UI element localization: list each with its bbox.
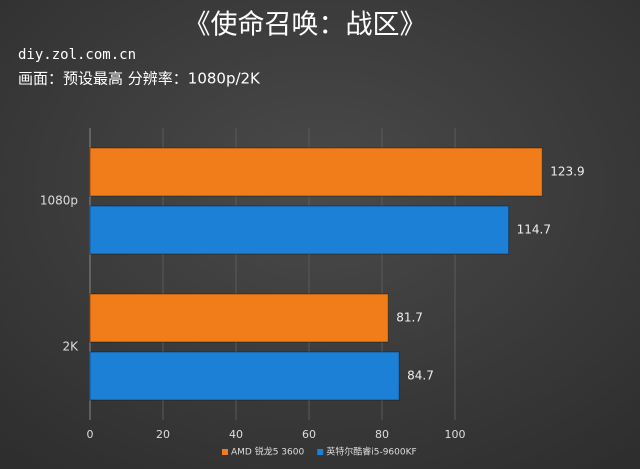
- value-label: 84.7: [407, 369, 434, 383]
- legend-label: AMD 锐龙5 3600: [231, 446, 304, 458]
- y-tick-label: 1080p: [40, 194, 78, 208]
- x-tick-label: 20: [156, 428, 170, 441]
- value-label: 123.9: [550, 165, 584, 179]
- bar: [89, 293, 389, 343]
- legend-swatch: [317, 449, 324, 455]
- x-tick-label: 100: [445, 428, 466, 441]
- x-tick-label: 80: [375, 428, 389, 441]
- chart-title: 《使命召唤：战区》: [184, 10, 427, 41]
- subtitle: diy.zol.com.cn: [18, 47, 136, 63]
- legend-label: 英特尔酷睿i5-9600KF: [326, 446, 416, 458]
- legend-swatch: [222, 449, 228, 455]
- x-tick-label: 40: [229, 428, 243, 441]
- x-tick-label: 60: [302, 428, 316, 441]
- value-label: 81.7: [396, 311, 423, 325]
- y-tick-label: 2K: [62, 340, 79, 354]
- bar: [89, 205, 510, 255]
- bar: [89, 147, 543, 197]
- value-label: 114.7: [517, 223, 551, 237]
- annotation: 画面：预设最高 分辨率：1080p/2K: [18, 70, 261, 88]
- x-tick-label: 0: [87, 428, 94, 441]
- bar: [89, 351, 400, 401]
